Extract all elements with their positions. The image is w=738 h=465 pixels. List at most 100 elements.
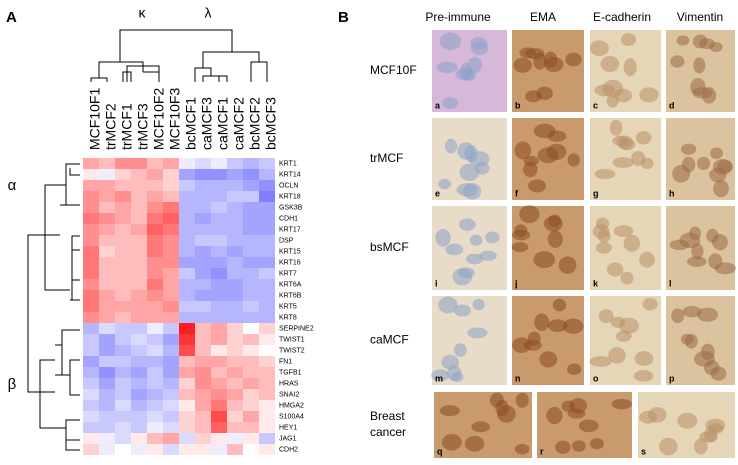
heatmap-cell [227,191,243,202]
cell [527,331,541,346]
column-label: caMCF2 [231,97,247,150]
heatmap-cell [99,367,115,378]
image-label: l [669,278,672,288]
heatmap-cell [259,312,275,323]
heatmap-cell [195,257,211,268]
heatmap-cell [179,312,195,323]
cell [438,296,458,314]
cell [533,251,556,269]
micrograph-panel: Pre-immune EMA E-cadherin Vimentin MCF10F trM… [370,10,736,458]
cell [712,234,728,251]
heatmap-cell [163,169,179,180]
column-header: Vimentin [677,10,723,24]
heatmap-cell [227,268,243,279]
cell [619,138,636,151]
cell [608,347,626,364]
cell [686,256,707,267]
heatmap-cell [83,433,99,444]
heatmap-cell [179,202,195,213]
heatmap-cell [115,334,131,345]
row-label: GSK3B [279,204,303,211]
heatmap-cell [259,433,275,444]
heatmap-cell [115,389,131,400]
heatmap-cell [163,323,179,334]
cell [594,168,616,180]
heatmap-cell [195,411,211,422]
heatmap-cell [195,312,211,323]
heatmap-cell [131,301,147,312]
heatmap-cell [259,367,275,378]
heatmap-cell [115,301,131,312]
cell [562,318,584,334]
image-label: g [593,188,599,198]
heatmap-cell [195,356,211,367]
heatmap-cell [147,356,163,367]
cell [595,241,612,254]
column-label: bcMCF3 [263,97,279,150]
heatmap-cell [211,202,227,213]
heatmap-cell [195,367,211,378]
heatmap-cell [211,301,227,312]
heatmap-cell [147,279,163,290]
heatmap-cell [99,279,115,290]
heatmap-cell [163,422,179,433]
heatmap-cell [115,213,131,224]
heatmap-cell [179,356,195,367]
cell [451,371,464,382]
heatmap-cell [147,422,163,433]
image-label: c [593,100,598,110]
cell [546,406,563,425]
heatmap-cell [99,246,115,257]
heatmap-cell [195,224,211,235]
heatmap-cell [163,334,179,345]
cell [572,440,586,452]
image-label: m [435,373,443,383]
heatmap-cell [227,411,243,422]
cell [441,97,459,109]
heatmap-cell [147,367,163,378]
heatmap-cell [259,378,275,389]
row-label: KRT8 [279,314,297,321]
heatmap-cell [147,180,163,191]
heatmap-cell [211,378,227,389]
heatmap-cell [163,356,179,367]
heatmap-cell [115,411,131,422]
heatmap-cell [195,268,211,279]
cell [441,434,462,451]
cell [623,234,641,252]
heatmap-cell [227,213,243,224]
heatmap-cell [83,356,99,367]
heatmap-cell [259,257,275,268]
heatmap-cell [211,400,227,411]
heatmap-cell [115,345,131,356]
heatmap-cell [179,268,195,279]
heatmap-cell [83,235,99,246]
row-label: HMGA2 [279,402,304,409]
heatmap-cell [131,378,147,389]
heatmap-cell [195,433,211,444]
heatmap-cell [99,224,115,235]
row-label: KRT16 [279,259,301,266]
cell [470,41,489,56]
column-label: MCF10F1 [87,88,103,150]
heatmap-cell [243,411,259,422]
cell [681,143,697,155]
cell [511,242,529,253]
heatmap-cell [131,334,147,345]
heatmap-cell [179,334,195,345]
cell [696,307,719,322]
column-header: Pre-immune [425,10,491,24]
cell [552,298,567,312]
heatmap-cell [243,279,259,290]
cell [639,251,655,268]
cell [453,304,472,317]
cell [589,356,612,367]
row-label: TWIST2 [279,347,305,354]
heatmap-cell [83,389,99,400]
heatmap-cell [147,444,163,455]
cell [589,438,605,450]
column-label: trMCF3 [135,103,151,150]
heatmap-cell [83,400,99,411]
heatmap-cell [211,180,227,191]
cell [659,437,678,456]
